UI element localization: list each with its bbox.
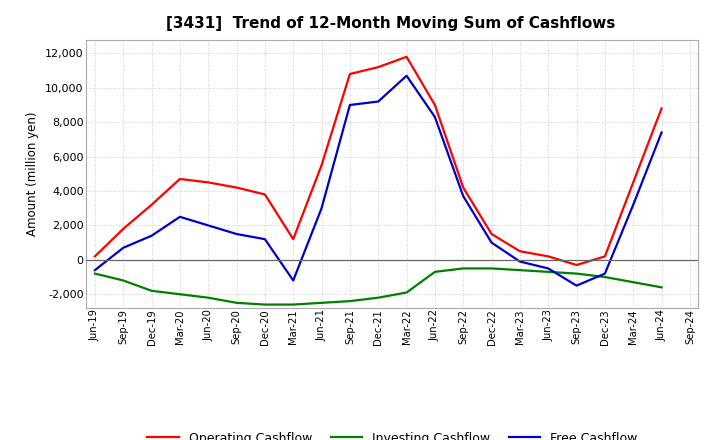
Investing Cashflow: [516, 268, 524, 273]
Free Cashflow: [204, 223, 212, 228]
Free Cashflow: [119, 245, 127, 250]
Operating Cashflow: [148, 202, 156, 207]
Operating Cashflow: [572, 262, 581, 268]
Operating Cashflow: [487, 231, 496, 237]
Free Cashflow: [91, 268, 99, 273]
Investing Cashflow: [261, 302, 269, 307]
Investing Cashflow: [91, 271, 99, 276]
Free Cashflow: [459, 194, 467, 199]
Free Cashflow: [148, 233, 156, 238]
Investing Cashflow: [318, 300, 326, 305]
Free Cashflow: [346, 103, 354, 108]
Free Cashflow: [487, 240, 496, 245]
Free Cashflow: [233, 231, 241, 237]
Operating Cashflow: [516, 249, 524, 254]
Text: [3431]  Trend of 12-Month Moving Sum of Cashflows: [3431] Trend of 12-Month Moving Sum of C…: [166, 16, 616, 32]
Investing Cashflow: [629, 279, 637, 285]
Y-axis label: Amount (million yen): Amount (million yen): [27, 112, 40, 236]
Investing Cashflow: [402, 290, 411, 295]
Investing Cashflow: [572, 271, 581, 276]
Line: Investing Cashflow: Investing Cashflow: [95, 268, 662, 304]
Line: Operating Cashflow: Operating Cashflow: [95, 57, 662, 265]
Investing Cashflow: [459, 266, 467, 271]
Free Cashflow: [402, 73, 411, 78]
Free Cashflow: [544, 266, 552, 271]
Operating Cashflow: [176, 176, 184, 182]
Operating Cashflow: [289, 237, 297, 242]
Investing Cashflow: [148, 288, 156, 293]
Free Cashflow: [431, 114, 439, 120]
Free Cashflow: [374, 99, 382, 104]
Operating Cashflow: [374, 65, 382, 70]
Investing Cashflow: [374, 295, 382, 301]
Investing Cashflow: [431, 269, 439, 275]
Operating Cashflow: [318, 162, 326, 168]
Operating Cashflow: [629, 180, 637, 185]
Operating Cashflow: [459, 185, 467, 190]
Investing Cashflow: [233, 300, 241, 305]
Investing Cashflow: [176, 292, 184, 297]
Free Cashflow: [516, 259, 524, 264]
Investing Cashflow: [657, 285, 666, 290]
Operating Cashflow: [233, 185, 241, 190]
Operating Cashflow: [600, 254, 609, 259]
Investing Cashflow: [544, 269, 552, 275]
Investing Cashflow: [600, 275, 609, 280]
Investing Cashflow: [204, 295, 212, 301]
Operating Cashflow: [91, 254, 99, 259]
Free Cashflow: [176, 214, 184, 220]
Investing Cashflow: [487, 266, 496, 271]
Free Cashflow: [572, 283, 581, 288]
Operating Cashflow: [402, 54, 411, 59]
Operating Cashflow: [657, 106, 666, 111]
Investing Cashflow: [119, 278, 127, 283]
Free Cashflow: [318, 205, 326, 211]
Operating Cashflow: [544, 254, 552, 259]
Free Cashflow: [629, 202, 637, 207]
Operating Cashflow: [261, 192, 269, 197]
Operating Cashflow: [431, 103, 439, 108]
Investing Cashflow: [346, 298, 354, 304]
Free Cashflow: [261, 237, 269, 242]
Line: Free Cashflow: Free Cashflow: [95, 76, 662, 286]
Legend: Operating Cashflow, Investing Cashflow, Free Cashflow: Operating Cashflow, Investing Cashflow, …: [143, 427, 642, 440]
Operating Cashflow: [346, 71, 354, 77]
Free Cashflow: [600, 271, 609, 276]
Free Cashflow: [657, 130, 666, 135]
Operating Cashflow: [119, 226, 127, 231]
Free Cashflow: [289, 278, 297, 283]
Operating Cashflow: [204, 180, 212, 185]
Investing Cashflow: [289, 302, 297, 307]
